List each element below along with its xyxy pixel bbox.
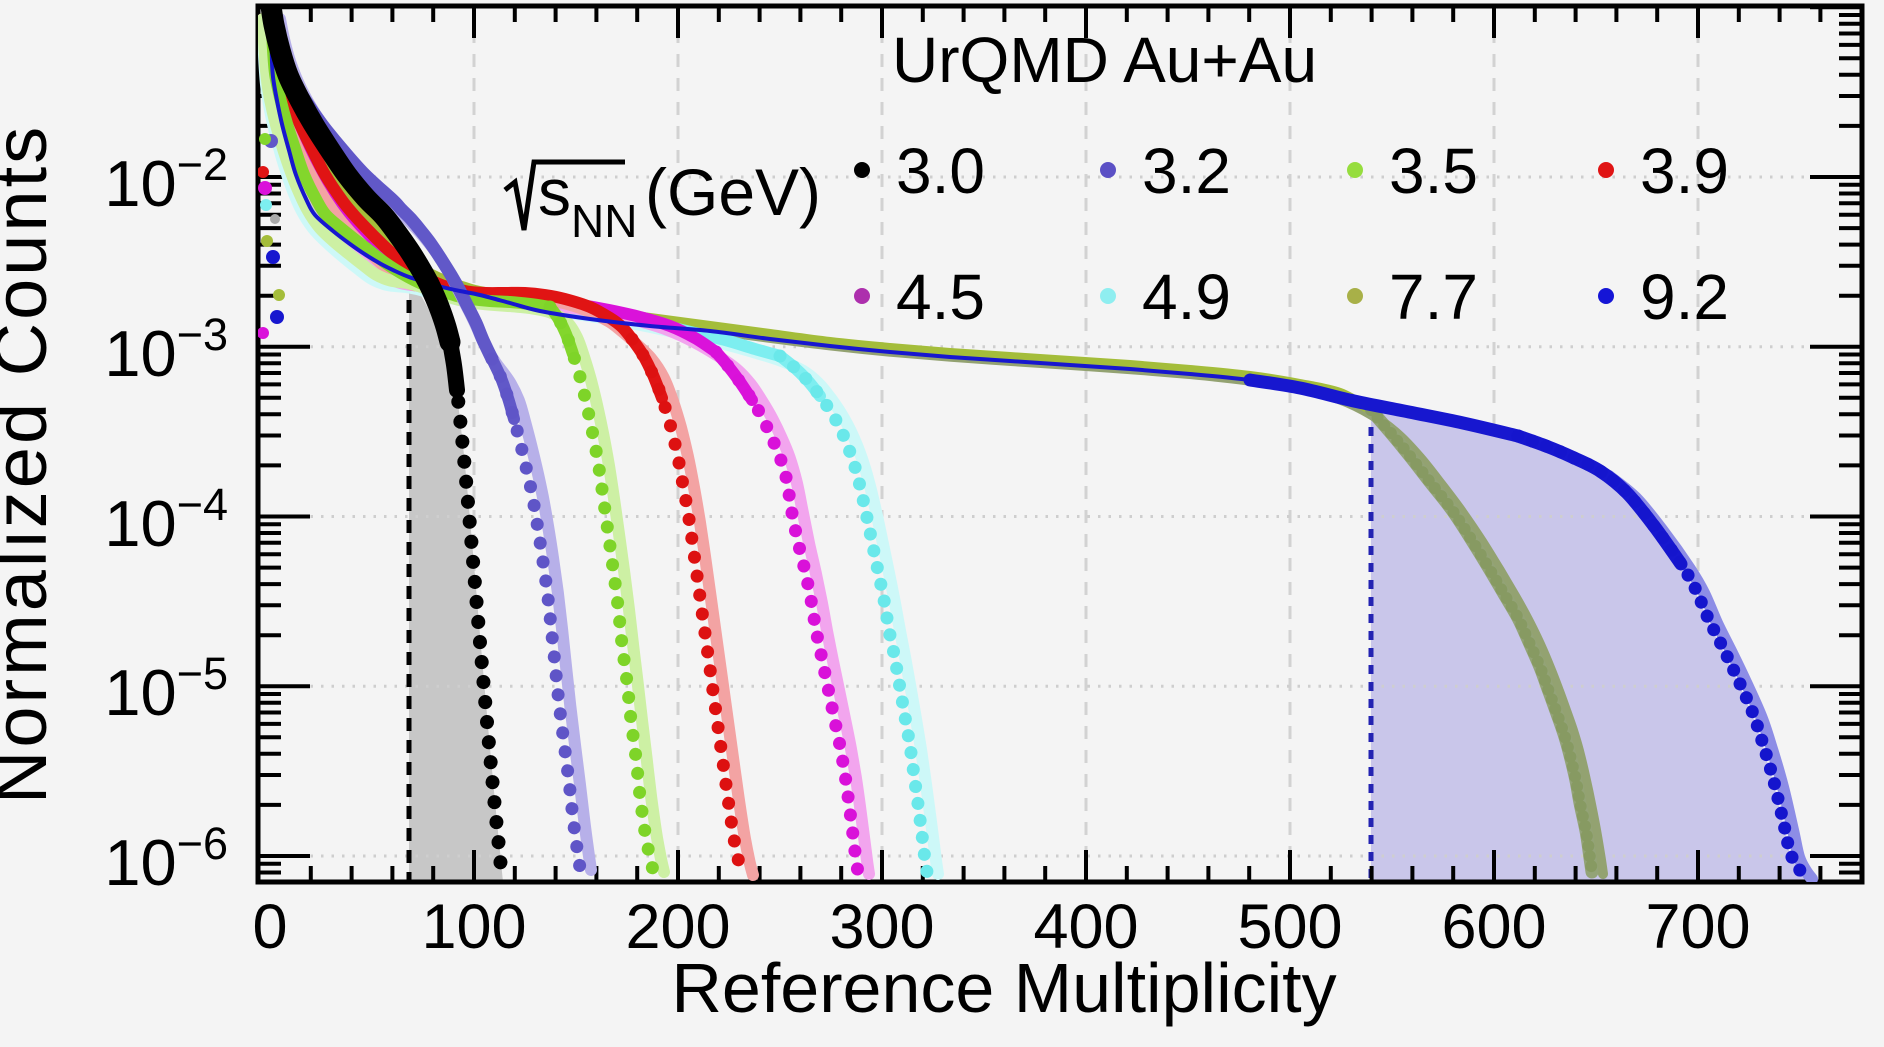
svg-text:4.5: 4.5 — [896, 261, 985, 333]
svg-text:400: 400 — [1033, 892, 1138, 962]
svg-text:200: 200 — [625, 892, 730, 962]
svg-text:3.9: 3.9 — [1640, 135, 1729, 207]
svg-text:600: 600 — [1441, 892, 1546, 962]
svg-text:UrQMD Au+Au: UrQMD Au+Au — [892, 24, 1317, 96]
svg-text:10−2: 10−2 — [104, 139, 228, 220]
svg-text:NN: NN — [571, 195, 637, 247]
svg-text:s: s — [538, 155, 571, 229]
svg-text:3.0: 3.0 — [896, 135, 985, 207]
svg-text:3.5: 3.5 — [1389, 135, 1478, 207]
svg-text:700: 700 — [1645, 892, 1750, 962]
svg-text:100: 100 — [421, 892, 526, 962]
svg-text:500: 500 — [1237, 892, 1342, 962]
svg-text:3.2: 3.2 — [1142, 135, 1231, 207]
svg-text:Normalized Counts: Normalized Counts — [0, 124, 62, 804]
svg-text:(GeV): (GeV) — [645, 155, 821, 229]
svg-text:7.7: 7.7 — [1389, 261, 1478, 333]
svg-text:300: 300 — [829, 892, 934, 962]
svg-text:0: 0 — [252, 892, 287, 962]
svg-text:10−4: 10−4 — [104, 479, 228, 560]
svg-text:Reference Multiplicity: Reference Multiplicity — [671, 949, 1336, 1027]
svg-text:4.9: 4.9 — [1142, 261, 1231, 333]
svg-text:9.2: 9.2 — [1640, 261, 1729, 333]
